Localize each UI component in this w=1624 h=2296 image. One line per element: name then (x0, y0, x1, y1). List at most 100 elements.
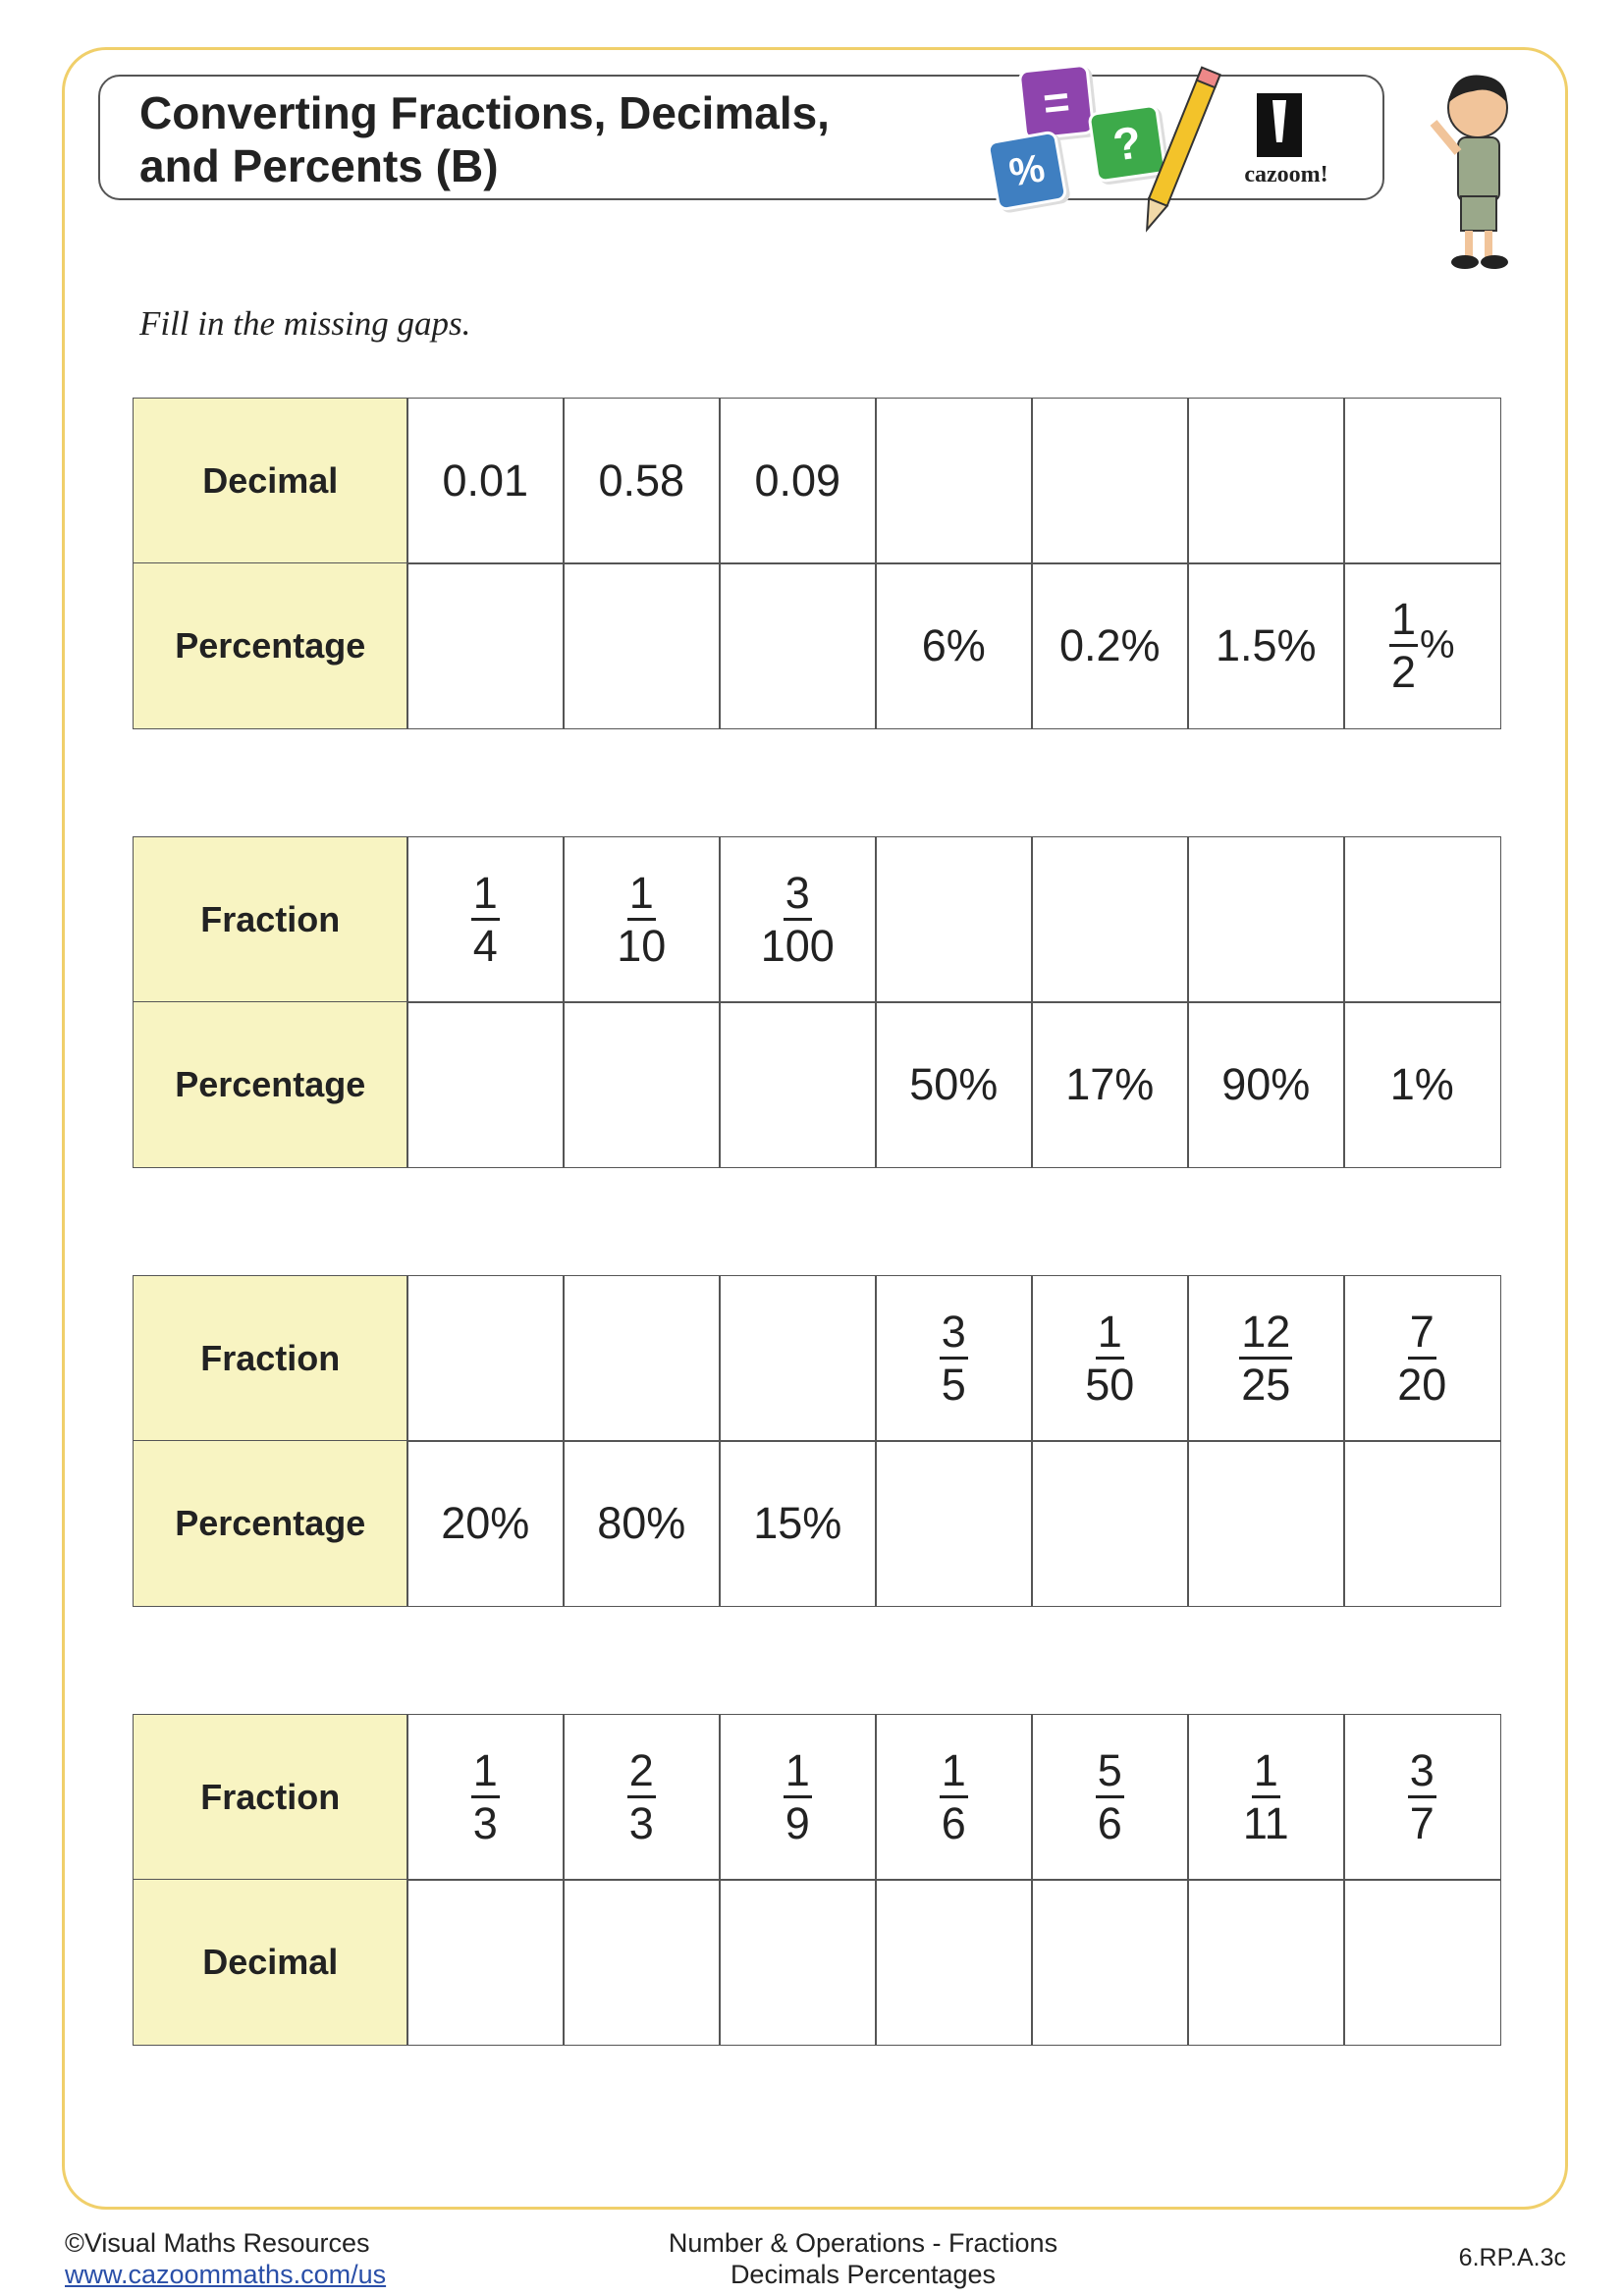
value: 80% (597, 1497, 686, 1548)
denominator: 11 (1242, 1798, 1289, 1849)
denominator: 4 (472, 921, 498, 972)
numerator: 1 (1251, 1747, 1280, 1799)
denominator: 100 (760, 921, 835, 972)
numerator: 1 (783, 1747, 812, 1799)
cell (1031, 836, 1189, 1003)
denominator: 9 (785, 1798, 810, 1849)
cell (563, 1275, 721, 1442)
suffix: % (1419, 623, 1455, 667)
cell: 80% (563, 1440, 721, 1607)
cell (875, 398, 1033, 564)
denominator: 6 (941, 1798, 966, 1849)
fraction: 1 10 (617, 870, 666, 970)
value: 1.5% (1215, 619, 1317, 670)
cell: 20% (406, 1440, 565, 1607)
standard-code: 6.RP.A.3c (1458, 2244, 1566, 2271)
value: 1% (1389, 1058, 1454, 1109)
numerator: 5 (1095, 1747, 1124, 1799)
cell (1031, 1879, 1189, 2046)
value: 0.01 (442, 454, 529, 506)
denominator: 50 (1085, 1360, 1135, 1411)
cell (406, 562, 565, 729)
cell: 0.01 (406, 398, 565, 564)
numerator: 12 (1239, 1308, 1293, 1361)
denominator: 25 (1241, 1360, 1291, 1411)
instruction: Fill in the missing gaps. (139, 304, 471, 343)
value: 50% (909, 1058, 999, 1109)
numerator: 1 (939, 1747, 968, 1799)
numerator: 3 (939, 1308, 968, 1361)
page-border (62, 47, 1568, 2210)
cell (719, 562, 877, 729)
cell (875, 1879, 1033, 2046)
cell: 3 100 (719, 836, 877, 1003)
link[interactable]: www.cazoommaths.com/us (65, 2260, 387, 2289)
cell (563, 1001, 721, 1168)
cell: 15% (719, 1440, 877, 1607)
fraction: 1 11 (1243, 1747, 1289, 1847)
cell: 1 10 (563, 836, 721, 1003)
cell (1343, 1879, 1501, 2046)
numerator: 1 (1095, 1308, 1124, 1361)
logo: cazoom! (1244, 162, 1328, 187)
cell: 12 25 (1187, 1275, 1345, 1442)
denominator: 5 (941, 1360, 966, 1411)
denominator: 2 (1390, 647, 1416, 698)
value: 0.09 (754, 454, 841, 506)
icon: % (986, 130, 1068, 212)
fraction: 1 50 (1085, 1308, 1134, 1409)
cell: 1 2% (1343, 562, 1501, 729)
denominator: 7 (1409, 1798, 1435, 1849)
cell: 0.58 (563, 398, 721, 564)
row-label: Fraction (133, 1714, 408, 1881)
pencil (1145, 66, 1221, 233)
cell (1187, 1879, 1345, 2046)
row-label: Decimal (133, 398, 408, 564)
cell (1031, 398, 1189, 564)
row-label: Percentage (133, 1001, 408, 1168)
denominator: 20 (1397, 1360, 1447, 1411)
denominator: 10 (617, 921, 667, 972)
cell: 17% (1031, 1001, 1189, 1168)
cell (1343, 398, 1501, 564)
logo-mark (1257, 93, 1302, 157)
value: 20% (441, 1497, 530, 1548)
cell (1187, 836, 1345, 1003)
cell (1187, 398, 1345, 564)
cell: 6% (875, 562, 1033, 729)
numerator: 1 (470, 1747, 500, 1799)
value: 0.58 (598, 454, 685, 506)
fraction: 7 20 (1397, 1308, 1446, 1409)
cell (875, 836, 1033, 1003)
numerator: 2 (626, 1747, 656, 1799)
numerator: 3 (1407, 1747, 1436, 1799)
row-label: Fraction (133, 1275, 408, 1442)
fraction: 3 100 (761, 870, 835, 970)
cell (875, 1440, 1033, 1607)
cell: 1 11 (1187, 1714, 1345, 1881)
cell (1343, 1440, 1501, 1607)
value: 17% (1065, 1058, 1155, 1109)
cell: 0.09 (719, 398, 877, 564)
title: and Percents (B) (139, 140, 499, 191)
value: 6% (921, 619, 986, 670)
topic: Decimals Percentages (730, 2260, 997, 2289)
cell: 1 50 (1031, 1275, 1189, 1442)
denominator: 3 (628, 1798, 654, 1849)
cell: 1.5% (1187, 562, 1345, 729)
denominator: 3 (472, 1798, 498, 1849)
title: Converting Fractions, Decimals, (139, 87, 830, 138)
cell (719, 1001, 877, 1168)
